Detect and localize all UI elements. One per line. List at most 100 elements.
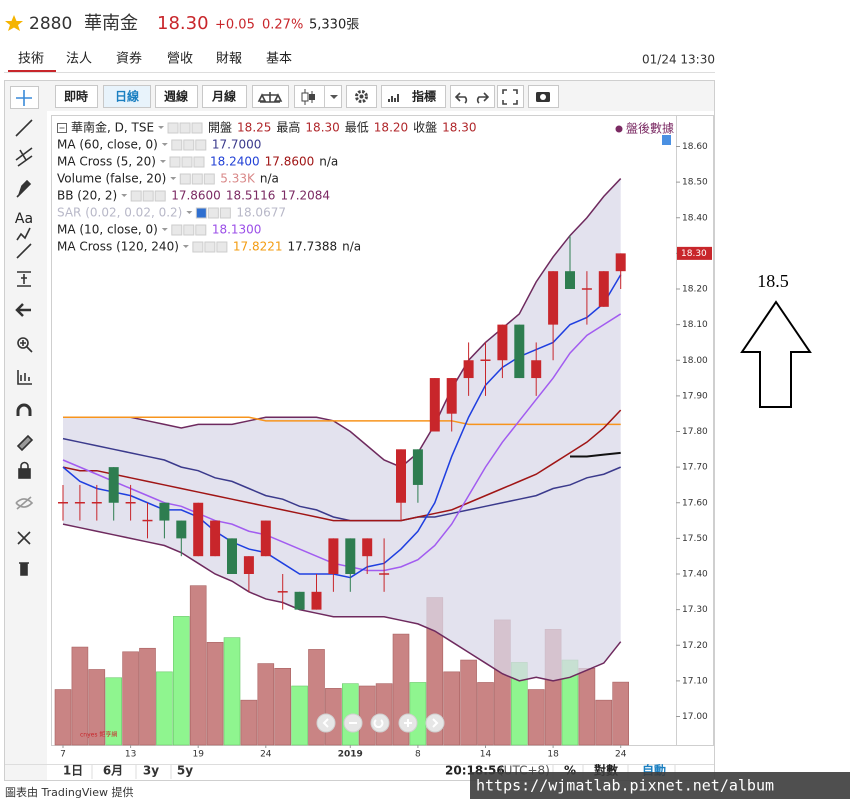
candle-body <box>260 520 271 557</box>
after-hours[interactable]: 盤後數據 <box>626 122 674 136</box>
trendline-icon <box>15 119 33 137</box>
candle-body <box>497 324 508 361</box>
toolbar-label[interactable]: 即時 <box>64 89 88 104</box>
button[interactable] <box>103 85 151 108</box>
legend-value: 最高 <box>276 120 300 135</box>
price-tag-label: 18.30 <box>681 249 707 259</box>
legend-button[interactable] <box>130 190 142 202</box>
legend-value: 17.7000 <box>212 138 262 152</box>
y-tick-label: 17.30 <box>682 605 708 615</box>
candle-body <box>429 378 440 432</box>
candle-icon <box>301 92 309 102</box>
legend-button[interactable] <box>193 156 205 168</box>
legend-button[interactable] <box>171 224 183 236</box>
volume-bar <box>189 585 207 746</box>
legend-button[interactable] <box>191 122 203 134</box>
fullscreen-button[interactable] <box>497 85 524 108</box>
legend-button[interactable] <box>169 156 181 168</box>
footer: 圖表由 TradingView 提供 <box>5 785 133 799</box>
arrow-icon <box>15 303 31 317</box>
legend-button[interactable] <box>183 224 195 236</box>
text-tool[interactable]: Aa <box>15 211 33 227</box>
legend-value: 17.8600 <box>265 155 315 169</box>
range-button[interactable]: 3y <box>143 764 159 778</box>
legend-button[interactable] <box>183 139 195 151</box>
legend-button[interactable] <box>171 139 183 151</box>
legend-button[interactable] <box>179 173 191 185</box>
legend-button[interactable] <box>195 224 207 236</box>
candle-body <box>615 253 626 272</box>
legend-button[interactable] <box>179 122 191 134</box>
candle-body <box>74 502 85 504</box>
legend-button[interactable] <box>219 207 231 219</box>
legend-button[interactable] <box>142 190 154 202</box>
button[interactable] <box>202 85 247 108</box>
volume-bar <box>358 685 376 746</box>
legend-button[interactable] <box>204 241 216 253</box>
tab[interactable]: 基本 <box>266 52 292 67</box>
nav-button[interactable] <box>425 713 445 733</box>
magnet-icon <box>16 403 32 416</box>
legend-button[interactable] <box>167 122 179 134</box>
watermark-bar <box>470 772 850 799</box>
candle-body <box>328 538 339 574</box>
volume-bar <box>88 669 106 746</box>
dropdown-icon <box>161 143 168 146</box>
toolbar-label[interactable]: 指標 <box>412 89 436 104</box>
legend-label: MA Cross (120, 240) <box>57 240 179 254</box>
legend-button[interactable] <box>192 241 204 253</box>
volume-bar <box>105 677 122 746</box>
legend-button[interactable] <box>207 207 219 219</box>
annotation: 18.5 <box>757 271 789 291</box>
undo-redo[interactable] <box>450 85 495 108</box>
legend-button[interactable] <box>195 139 207 151</box>
candle-body <box>227 538 237 574</box>
nav-button[interactable] <box>316 713 336 733</box>
y-tick-label: 17.70 <box>682 463 708 473</box>
volume-bar <box>240 699 258 746</box>
tab[interactable]: 法人 <box>66 52 92 67</box>
candle-body <box>581 288 592 290</box>
button[interactable] <box>155 85 198 108</box>
hide-icon <box>15 496 34 510</box>
zoom-icon <box>20 340 33 353</box>
dropdown-icon <box>121 194 128 197</box>
candle-body <box>243 556 254 574</box>
remove-drawings-icon <box>17 531 31 545</box>
scroll-icon[interactable] <box>662 135 671 145</box>
legend-value: n/a <box>319 155 338 169</box>
legend-button[interactable] <box>216 241 228 253</box>
volume-bar <box>409 682 427 746</box>
lock-icon <box>20 461 29 469</box>
toolbar-label[interactable]: 日線 <box>115 89 139 104</box>
volume-bar <box>71 646 89 746</box>
legend-button[interactable] <box>181 156 193 168</box>
range-button[interactable]: 1日 <box>63 764 83 778</box>
legend-button[interactable] <box>154 190 166 202</box>
tab[interactable]: 資券 <box>116 51 142 67</box>
tab[interactable]: 技術 <box>18 52 44 67</box>
range-button[interactable]: 5y <box>177 764 193 778</box>
legend-value: 5.33K <box>220 172 256 186</box>
y-tick-label: 17.90 <box>682 391 708 401</box>
range-button[interactable]: 6月 <box>103 764 123 778</box>
button[interactable] <box>55 85 98 108</box>
nav-button[interactable] <box>370 713 390 733</box>
price-tag <box>677 246 712 260</box>
crosshair-icon <box>16 90 32 106</box>
legend-button[interactable] <box>191 173 203 185</box>
chart-type-button[interactable] <box>294 85 342 108</box>
gear-icon <box>355 90 368 103</box>
legend-value: 18.2400 <box>210 155 260 169</box>
toolbar-label[interactable]: 月線 <box>211 89 236 104</box>
legend-button[interactable] <box>203 173 215 185</box>
tab[interactable]: 財報 <box>216 52 242 67</box>
nav-icon <box>322 718 439 729</box>
star-icon[interactable] <box>5 15 23 31</box>
tab[interactable]: 營收 <box>167 52 193 67</box>
legend-value: 18.0677 <box>236 206 286 220</box>
toolbar-label[interactable]: 週線 <box>164 89 188 104</box>
indicator-icon <box>388 94 399 102</box>
candle-body <box>311 591 322 610</box>
legend-button[interactable] <box>195 207 207 219</box>
